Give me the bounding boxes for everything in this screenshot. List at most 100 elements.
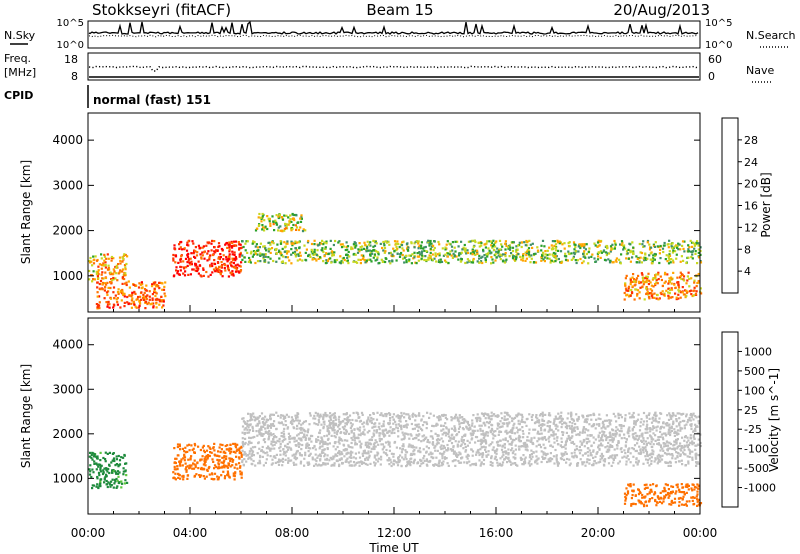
vel-cell xyxy=(638,445,641,448)
power-cell xyxy=(638,281,641,285)
vel-cell xyxy=(375,431,378,434)
power-cell xyxy=(579,257,582,261)
vel-cell xyxy=(469,432,472,435)
power-cell xyxy=(311,258,314,261)
vel-cell xyxy=(479,429,482,432)
power-cell xyxy=(375,242,378,245)
vel-cell xyxy=(514,448,517,451)
power-cell xyxy=(561,243,564,246)
vel-cell xyxy=(241,440,244,444)
power-cell xyxy=(249,258,252,262)
power-cell xyxy=(460,259,463,262)
power-cell xyxy=(216,249,219,252)
vel-cell xyxy=(203,459,206,462)
vel-cell xyxy=(518,448,521,451)
power-cell xyxy=(280,216,283,219)
power-cell xyxy=(228,244,231,247)
power-cell xyxy=(669,279,672,282)
power-cell xyxy=(667,294,670,297)
power-cell xyxy=(160,281,163,285)
power-cell xyxy=(106,268,110,271)
power-cell xyxy=(678,243,681,246)
vel-cell xyxy=(678,422,681,425)
power-cell xyxy=(179,260,182,263)
vel-cell xyxy=(247,431,251,434)
power-cell xyxy=(546,257,549,260)
vel-cell xyxy=(631,414,634,417)
vel-cell xyxy=(504,438,507,441)
power-cell xyxy=(431,258,434,261)
power-cell xyxy=(530,254,533,257)
power-cell xyxy=(667,297,670,300)
power-cell xyxy=(695,285,698,288)
power-cell xyxy=(395,245,398,249)
vel-cell xyxy=(103,467,106,470)
power-cell xyxy=(286,240,289,243)
power-cell xyxy=(554,256,557,260)
power-cell xyxy=(351,247,354,250)
power-cell xyxy=(442,254,445,257)
vel-cell xyxy=(564,451,567,454)
vel-cell xyxy=(303,433,306,436)
power-cell xyxy=(256,249,259,252)
vel-cell xyxy=(507,448,510,451)
power-cell xyxy=(429,251,432,254)
power-cell xyxy=(417,242,420,245)
vel-cell xyxy=(271,444,274,447)
vel-cell xyxy=(440,464,443,467)
vel-cell xyxy=(672,444,675,447)
vel-cell xyxy=(581,414,584,417)
vel-cell xyxy=(521,463,524,466)
vel-cell xyxy=(271,422,275,426)
power-cell xyxy=(288,220,291,223)
power-cell xyxy=(681,244,684,247)
power-cell xyxy=(131,293,134,296)
vel-cell xyxy=(183,456,187,459)
power-cell xyxy=(226,241,229,245)
vel-cell xyxy=(348,456,351,459)
power-cell xyxy=(174,261,177,264)
vel-cell xyxy=(586,458,589,461)
vel-cell xyxy=(229,447,232,450)
vel-cell xyxy=(690,425,693,428)
vel-cell xyxy=(479,417,482,420)
vel-cell xyxy=(513,422,516,425)
power-cell xyxy=(402,240,405,243)
power-cell xyxy=(180,255,183,258)
vel-cell xyxy=(275,453,278,456)
vel-cell xyxy=(454,464,457,467)
vel-cell xyxy=(396,461,399,464)
power-cell xyxy=(252,250,256,253)
power-cell xyxy=(285,242,288,245)
power-cell xyxy=(673,283,676,286)
power-cell xyxy=(644,277,647,280)
vel-cell xyxy=(374,462,377,465)
power-cell xyxy=(285,224,288,227)
vel-cell xyxy=(491,448,494,451)
vel-cell xyxy=(641,446,644,449)
power-cell xyxy=(637,274,640,277)
power-cell xyxy=(466,251,470,254)
y-tick-label: 2000 xyxy=(52,224,83,238)
vel-cell xyxy=(317,463,320,466)
vel-cell xyxy=(470,434,473,437)
power-cell xyxy=(554,246,557,249)
vel-cell xyxy=(193,442,196,446)
vel-cell xyxy=(455,434,458,437)
vel-cell xyxy=(633,420,636,423)
vel-cell xyxy=(390,461,393,464)
vel-cell xyxy=(309,414,312,417)
power-cell xyxy=(231,253,234,256)
vel-cell xyxy=(462,441,465,444)
power-cell xyxy=(549,261,552,264)
vel-cell xyxy=(366,419,369,422)
power-cell xyxy=(583,243,586,246)
vel-cell xyxy=(245,460,248,463)
vel-cell xyxy=(172,476,176,479)
power-cell xyxy=(327,252,330,256)
vel-cell xyxy=(426,411,429,414)
vel-cell xyxy=(315,460,318,463)
vel-cell xyxy=(117,475,120,478)
power-cell xyxy=(380,258,383,261)
